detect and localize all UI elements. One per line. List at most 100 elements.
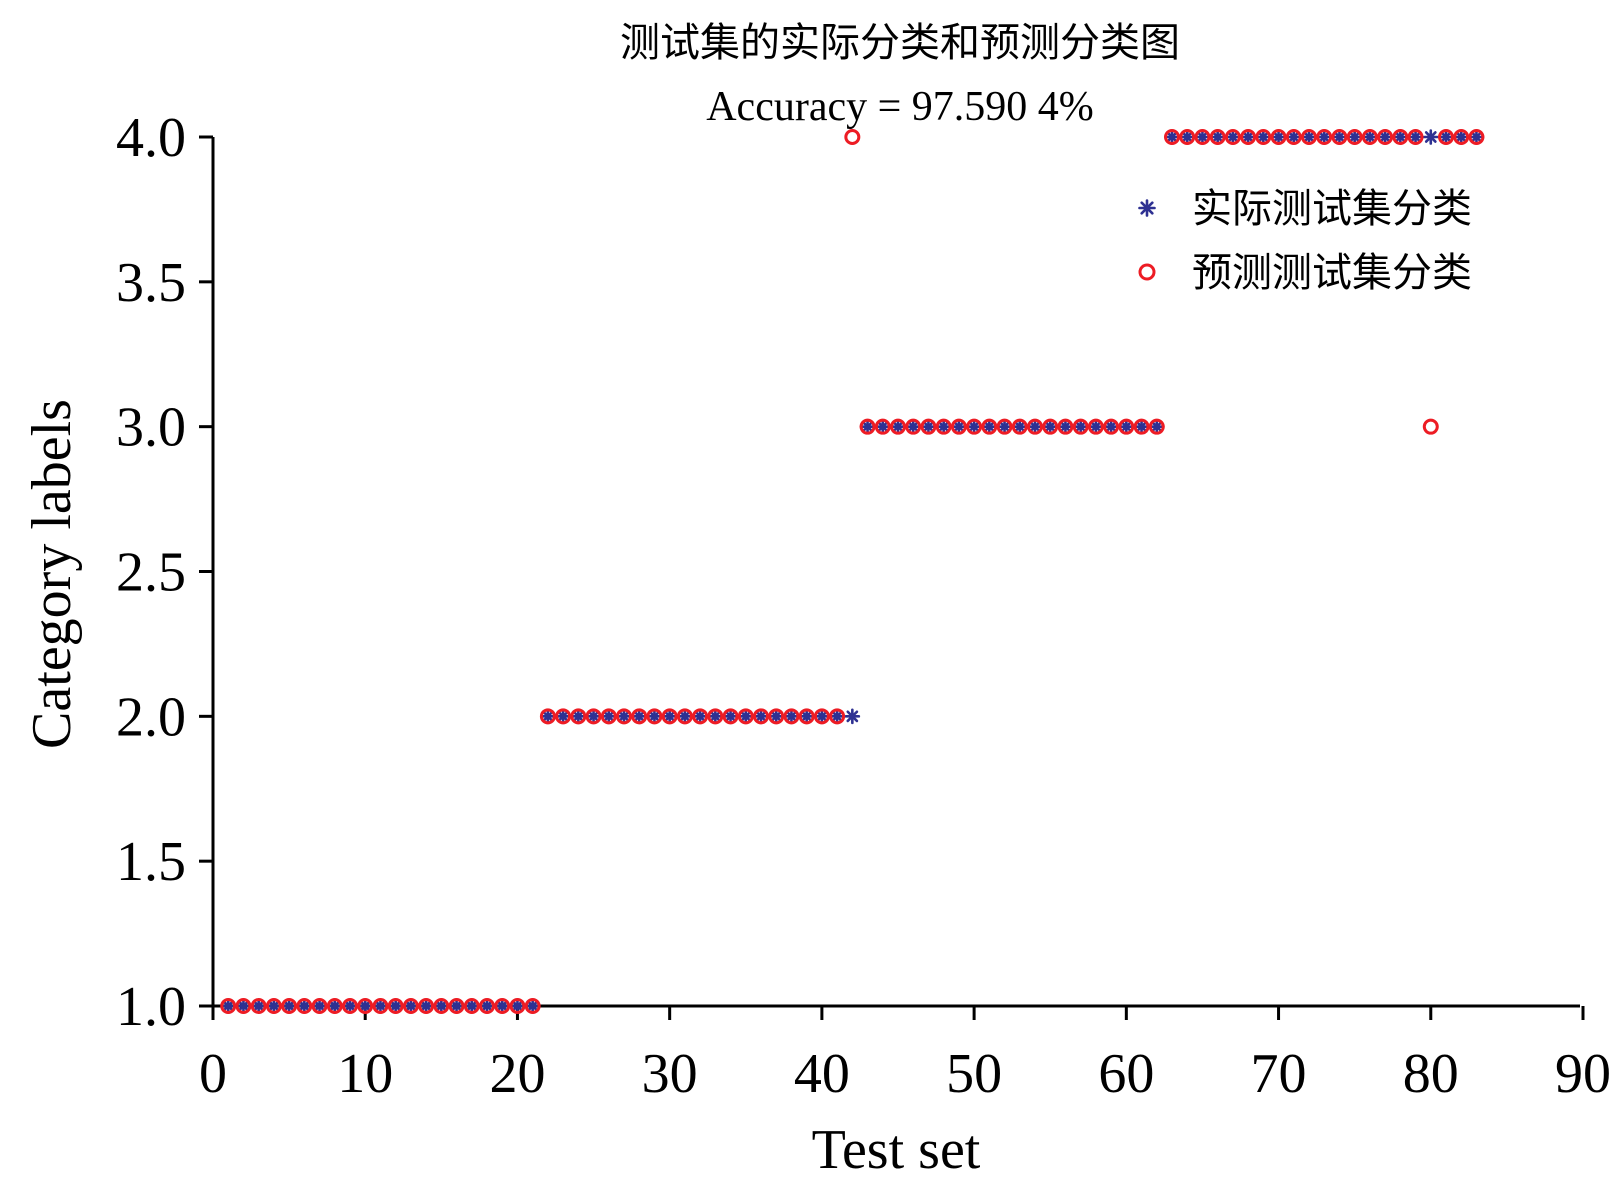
legend-marker-circle	[1138, 263, 1156, 281]
y-tick-label: 4.0	[116, 107, 186, 169]
actual-point	[570, 708, 587, 725]
predicted-point	[265, 998, 282, 1014]
predicted-point	[859, 418, 876, 435]
predicted-point	[692, 708, 709, 725]
predicted-point	[1301, 129, 1317, 145]
predicted-point	[874, 418, 891, 435]
predicted-point	[494, 998, 511, 1014]
x-axis-ticks: 0 10 20 30 40 50 60 70 80 90	[199, 1006, 1611, 1105]
predicted-point	[1438, 129, 1454, 145]
series-actual	[220, 129, 1485, 1014]
predicted-point	[1331, 129, 1348, 145]
actual-point	[311, 998, 328, 1014]
actual-point	[1453, 129, 1470, 145]
actual-point	[540, 708, 556, 725]
predicted-point	[1118, 418, 1135, 435]
x-tick-label: 30	[642, 1043, 698, 1105]
predicted-point	[661, 708, 678, 725]
predicted-point	[1453, 129, 1470, 145]
y-axis-ticks: 1.0 1.5 2.0 2.5 3.0 3.5 4.0	[116, 107, 213, 1038]
actual-point	[1179, 129, 1196, 145]
legend-circle-glyph	[1138, 263, 1156, 281]
actual-point	[235, 998, 252, 1014]
x-tick-label: 0	[199, 1043, 227, 1105]
predicted-point	[509, 998, 526, 1014]
actual-point	[1194, 129, 1211, 145]
y-tick-label: 3.5	[116, 252, 186, 314]
predicted-point	[981, 418, 998, 435]
predicted-point	[1361, 129, 1378, 145]
predicted-point	[1407, 129, 1424, 145]
x-tick-label: 10	[337, 1043, 393, 1105]
predicted-point	[1148, 418, 1165, 435]
actual-point	[1301, 129, 1317, 145]
actual-point	[737, 708, 754, 725]
predicted-point	[920, 418, 937, 435]
predicted-point	[1103, 418, 1120, 435]
y-axis-label: Category labels	[21, 399, 83, 749]
actual-point	[966, 418, 982, 435]
x-tick-label: 70	[1251, 1043, 1307, 1105]
legend: 实际测试集分类 预测测试集分类	[1138, 186, 1472, 296]
predicted-point	[418, 998, 435, 1014]
predicted-point	[402, 998, 419, 1014]
actual-point	[890, 418, 906, 435]
actual-point	[524, 998, 541, 1014]
actual-point	[1270, 129, 1287, 145]
predicted-point	[555, 708, 572, 725]
predicted-point	[311, 998, 328, 1014]
actual-point	[509, 998, 526, 1014]
actual-point	[661, 708, 678, 725]
y-tick-label: 1.0	[116, 976, 186, 1038]
predicted-point	[676, 708, 693, 725]
actual-point	[448, 998, 465, 1014]
actual-point	[433, 998, 450, 1014]
actual-point	[646, 708, 663, 725]
predicted-point	[1042, 418, 1059, 435]
series-predicted	[220, 129, 1485, 1014]
x-tick-label: 90	[1555, 1043, 1611, 1105]
actual-point	[220, 998, 237, 1014]
predicted-point	[1072, 418, 1089, 435]
actual-point	[1346, 129, 1363, 145]
actual-point	[874, 418, 891, 435]
predicted-point	[1209, 129, 1226, 145]
predicted-point	[448, 998, 465, 1014]
predicted-point	[1133, 418, 1150, 435]
predicted-point	[829, 708, 846, 725]
predicted-point	[600, 708, 617, 725]
actual-point	[1042, 418, 1059, 435]
actual-point	[494, 998, 511, 1014]
predicted-point	[1285, 129, 1302, 145]
actual-point	[1331, 129, 1348, 145]
actual-point	[296, 998, 313, 1014]
actual-point	[463, 998, 480, 1014]
predicted-point	[372, 998, 389, 1014]
actual-point	[1255, 129, 1272, 145]
x-axis-label: Test set	[812, 1119, 981, 1181]
actual-point	[753, 708, 769, 725]
y-tick-label: 2.5	[116, 542, 186, 604]
predicted-point	[1194, 129, 1211, 145]
actual-point	[677, 708, 693, 725]
actual-point	[1362, 129, 1378, 145]
actual-point	[1392, 129, 1409, 145]
y-tick-label: 1.5	[116, 831, 186, 893]
predicted-point	[326, 998, 343, 1014]
actual-point	[1103, 418, 1119, 435]
actual-point	[631, 708, 648, 725]
actual-point	[859, 418, 876, 435]
legend-asterisk-glyph	[1138, 199, 1156, 217]
actual-point	[829, 708, 845, 725]
predicted-point	[1164, 129, 1180, 145]
predicted-point	[1316, 129, 1333, 145]
actual-point	[935, 418, 952, 435]
predicted-point	[1377, 129, 1394, 145]
actual-point	[418, 998, 434, 1014]
actual-point	[372, 998, 389, 1014]
legend-label-actual: 实际测试集分类	[1192, 186, 1472, 232]
predicted-point	[631, 708, 648, 725]
actual-point	[585, 708, 602, 725]
predicted-point	[463, 998, 480, 1014]
predicted-point	[342, 998, 358, 1014]
